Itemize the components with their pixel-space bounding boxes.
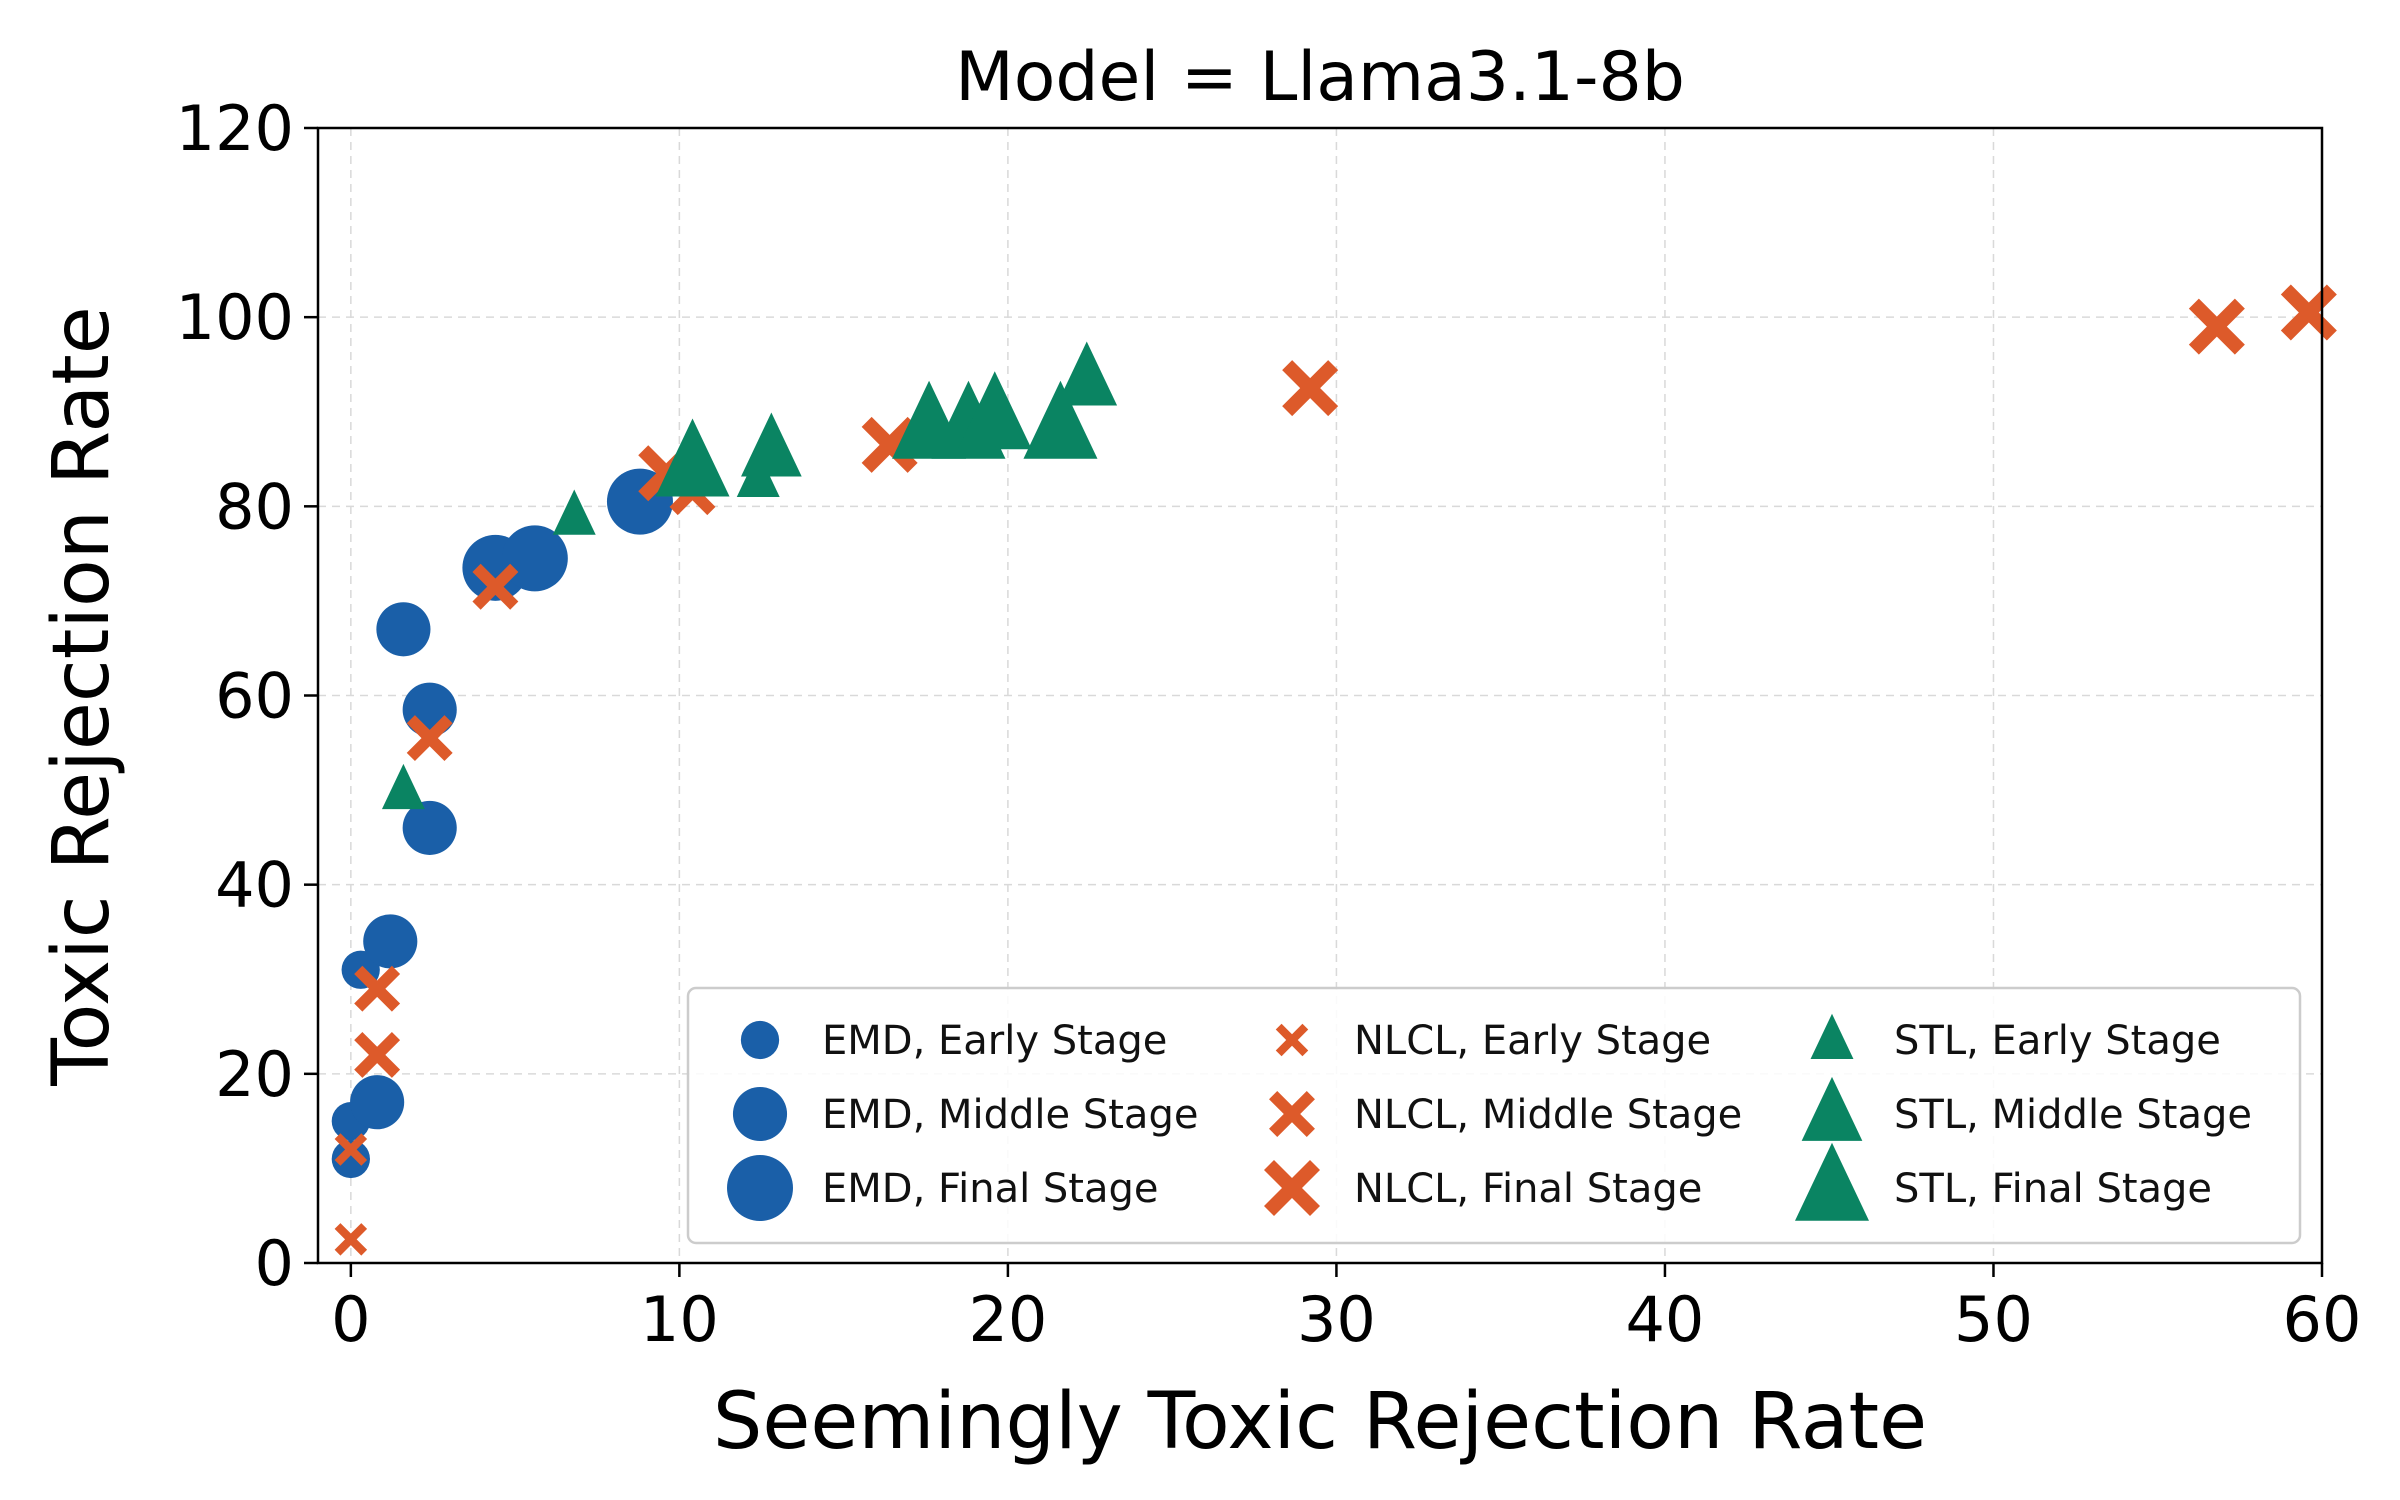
y-tick-label: 120 <box>176 92 294 165</box>
stl-early-point <box>552 489 596 535</box>
y-tick-label: 40 <box>215 849 294 922</box>
legend-box <box>686 986 2302 1245</box>
legend-marker-nlcl-early <box>1275 1023 1309 1057</box>
legend-marker-emd-final <box>727 1155 793 1221</box>
legend-label-stl-middle: STL, Middle Stage <box>1894 1092 2252 1138</box>
points-layer <box>331 284 2337 1256</box>
legend: EMD, Early Stage EMD, Middle Stage EMD, Fi… <box>686 986 2302 1245</box>
legend-label-nlcl-final: NLCL, Final Stage <box>1354 1166 1702 1212</box>
nlcl-middle-point <box>354 965 401 1012</box>
nlcl-final-point <box>2188 298 2245 355</box>
legend-label-nlcl-middle: NLCL, Middle Stage <box>1354 1092 1742 1138</box>
chart-title: Model = Llama3.1-8b <box>955 38 1685 117</box>
x-tick-label: 30 <box>1297 1283 1376 1356</box>
legend-label-emd-final: EMD, Final Stage <box>822 1166 1159 1212</box>
nlcl-final-point <box>2280 284 2337 341</box>
x-tick-label: 20 <box>968 1283 1047 1356</box>
emd-middle-point <box>350 1075 405 1130</box>
legend-label-emd-early: EMD, Early Stage <box>822 1018 1167 1064</box>
stl-early-point <box>381 763 425 810</box>
nlcl-early-point <box>334 1133 368 1166</box>
emd-middle-point <box>376 602 431 657</box>
nlcl-final-point <box>1282 360 1339 417</box>
x-tick-label: 0 <box>331 1283 370 1356</box>
legend-label-stl-final: STL, Final Stage <box>1894 1166 2212 1212</box>
emd-middle-point <box>363 914 418 969</box>
stl-final-point <box>1023 380 1098 459</box>
ticks-layer: 0 10 20 30 40 50 60 0 20 40 60 80 100 120 <box>176 92 2362 1356</box>
y-tick-label: 20 <box>215 1038 294 1111</box>
legend-marker-emd-early <box>740 1020 780 1060</box>
x-tick-label: 50 <box>1954 1283 2033 1356</box>
nlcl-final-point <box>861 416 918 473</box>
y-tick-label: 80 <box>215 470 294 543</box>
legend-marker-stl-middle <box>1801 1076 1863 1141</box>
y-tick-label: 60 <box>215 660 294 733</box>
legend-marker-nlcl-final <box>1264 1160 1320 1216</box>
emd-middle-point <box>402 682 457 737</box>
y-tick-label: 100 <box>176 281 294 354</box>
legend-marker-stl-final <box>1795 1142 1869 1221</box>
x-tick-label: 60 <box>2283 1283 2362 1356</box>
stl-final-point <box>655 418 730 497</box>
nlcl-middle-point <box>472 563 519 610</box>
legend-label-emd-middle: EMD, Middle Stage <box>822 1092 1198 1138</box>
y-tick-label: 0 <box>255 1227 294 1300</box>
y-axis-label: Toxic Rejection Rate <box>37 306 127 1087</box>
nlcl-middle-point <box>406 715 453 762</box>
stl-middle-point <box>1056 341 1118 406</box>
legend-marker-stl-early <box>1810 1013 1854 1060</box>
legend-marker-emd-middle <box>732 1086 788 1142</box>
nlcl-early-point <box>334 1223 368 1256</box>
x-axis-label: Seemingly Toxic Rejection Rate <box>713 1377 1927 1467</box>
legend-marker-nlcl-middle <box>1269 1091 1315 1137</box>
legend-label-stl-early: STL, Early Stage <box>1894 1018 2221 1064</box>
emd-early-point <box>331 1139 370 1179</box>
x-tick-label: 40 <box>1625 1283 1704 1356</box>
stl-final-point <box>957 371 1032 450</box>
nlcl-middle-point <box>354 1031 401 1078</box>
legend-label-nlcl-early: NLCL, Early Stage <box>1354 1018 1711 1064</box>
x-tick-label: 10 <box>640 1283 719 1356</box>
emd-middle-point <box>402 800 457 855</box>
emd-final-point <box>501 525 568 592</box>
stl-middle-point <box>741 412 802 477</box>
